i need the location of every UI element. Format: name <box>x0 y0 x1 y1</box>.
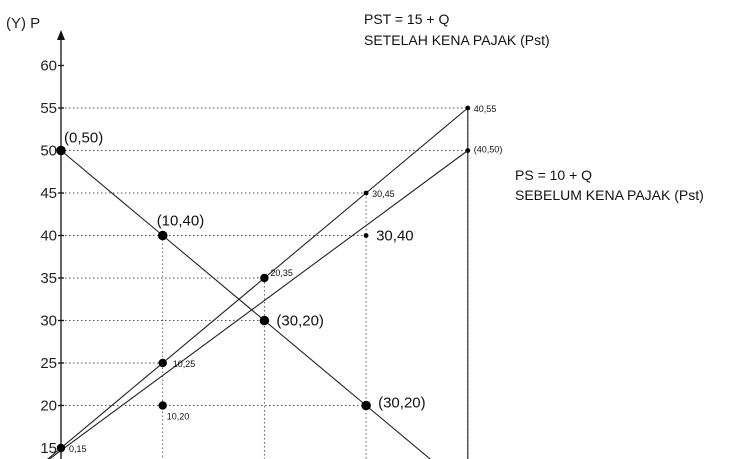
y-tick-label-40: 40 <box>40 228 57 245</box>
data-points <box>56 105 471 453</box>
y-tick-label-20: 20 <box>40 398 57 415</box>
y-axis-label: (Y) P <box>6 15 40 32</box>
point-20-35 <box>260 273 269 283</box>
pst-note: SETELAH KENA PAJAK (Pst) <box>364 32 550 48</box>
point-10-20 <box>158 401 167 410</box>
point-label-0-50: (0,50) <box>64 130 103 147</box>
y-tick-label-30: 30 <box>40 313 57 330</box>
point-label-20-30: (30,20) <box>276 313 324 330</box>
point-label-30-45: 30,45 <box>372 189 395 199</box>
y-tick-label-50: 50 <box>40 143 57 160</box>
point-0-15 <box>56 443 66 453</box>
point-20-30 <box>259 315 270 326</box>
y-tick-label-15: 15 <box>40 440 57 457</box>
point-label-40-50: (40,50) <box>474 145 503 155</box>
y-tick-label-55: 55 <box>40 100 57 117</box>
point-40-55 <box>465 105 471 111</box>
ps-note: SEBELUM KENA PAJAK (Pst) <box>515 187 704 203</box>
y-tick-label-60: 60 <box>40 58 57 75</box>
point-label-10-25: 10,25 <box>173 359 196 369</box>
y-tick-label-25: 25 <box>40 355 57 372</box>
y-tick-label-45: 45 <box>40 185 57 202</box>
point-labels: (0,50) (10,40) (30,20) (30,20) 20,35 10,25 10,… <box>64 104 502 454</box>
point-label-10-20: 10,20 <box>167 412 190 422</box>
point-label-20-35: 20,35 <box>270 268 293 278</box>
point-30-20 <box>361 400 371 411</box>
y-axis: 15 20 25 30 35 40 45 50 55 60 <box>40 30 65 459</box>
y-axis-arrow <box>57 30 65 40</box>
point-30-45 <box>363 190 369 196</box>
pst-equation: PST = 15 + Q <box>364 11 449 27</box>
point-label-30-40: 30,40 <box>376 228 414 245</box>
point-0-50 <box>56 145 66 156</box>
point-30-40 <box>363 233 369 238</box>
ps-equation: PS = 10 + Q <box>515 167 592 183</box>
point-10-25 <box>158 358 167 368</box>
point-10-40 <box>157 230 168 241</box>
series-line-supply-before-tax <box>48 150 469 459</box>
y-tick-label-35: 35 <box>40 270 57 287</box>
point-label-40-55: 40,55 <box>474 104 497 114</box>
point-40-50 <box>465 148 471 153</box>
series-line-supply-after-tax <box>46 107 469 459</box>
point-label-30-20: (30,20) <box>378 395 426 412</box>
point-label-0-15: 0,15 <box>69 444 87 454</box>
point-label-10-40: (10,40) <box>157 213 205 230</box>
